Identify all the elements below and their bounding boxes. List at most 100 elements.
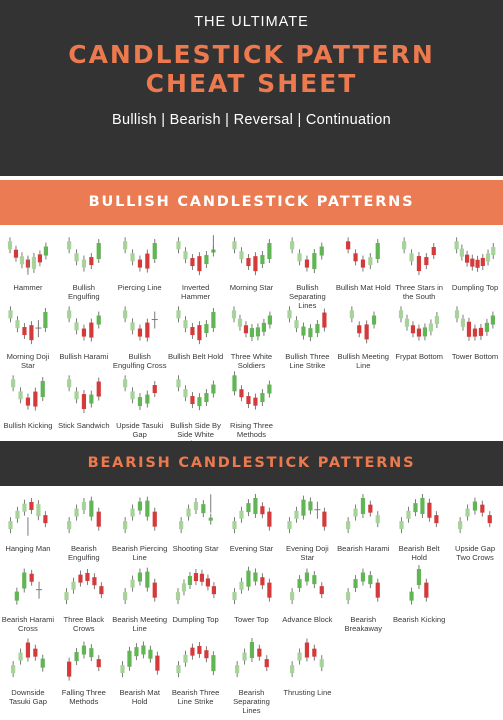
pattern-label: Bullish Belt Hold [167,352,224,361]
candle-body [145,500,150,517]
candle-body [176,379,181,388]
candle-body [305,259,310,268]
pattern-label: Bullish Harami [59,352,109,361]
candle-body [96,243,101,260]
candle-body [241,652,247,661]
pattern-label: Bullish Meeting Line [337,352,390,370]
candle-body [74,322,79,331]
candle-body [417,569,422,586]
candle-body [472,328,478,337]
candle-body [210,312,216,329]
candle-body [346,241,351,250]
candle-body [203,255,209,265]
candle-body [249,642,254,659]
pattern-label: Three White Soldiers [230,352,273,370]
candle-body [176,665,181,674]
pattern-label: Bearish Mat Hold [119,688,160,706]
candle-body [130,322,135,331]
candle-body [297,579,303,589]
pattern-candles-icon [287,306,327,342]
candle-body [25,397,31,406]
candle-body [89,500,94,517]
pattern-candles-icon [66,306,101,342]
candle-body [145,253,150,269]
candle-body [29,325,34,341]
candle-body [353,579,358,589]
pattern-candles-icon [122,496,157,534]
pattern-label: Advance Block [282,615,333,624]
pattern-candles-icon [122,375,157,411]
pattern-candles-icon [8,497,48,536]
pattern-candles-icon [399,306,440,341]
candle-body [465,254,470,263]
candle-body [11,379,16,388]
candle-body [36,504,41,517]
pattern-candles-icon [178,494,213,534]
candle-body [266,511,272,527]
candle-body [431,247,437,256]
candle-body [405,318,410,327]
candle-body [255,327,260,337]
candle-body [13,249,19,258]
pattern-candles-icon [399,493,439,534]
pattern-candles-icon [176,641,216,678]
candle-body [141,645,146,655]
bullish-patterns-grid: Hammer Bullish Engulfing Piercing Line Inve… [0,225,503,448]
candle-body [208,517,213,521]
pattern-label: Morning Star [229,283,274,292]
candle-body [183,654,188,663]
candle-body [470,258,475,267]
pattern-candles-icon [176,306,216,345]
pattern-label: Bullish Kicking [3,421,53,430]
candle-body [308,328,313,338]
pattern-candles-icon [234,638,269,678]
candle-body [297,253,303,262]
pattern-candles-icon [346,494,381,534]
candle-body [480,504,485,513]
pattern-label: Thrusting Line [283,688,332,697]
pattern-label: Three Stars in the South [395,283,443,301]
candle-body [81,394,86,410]
candle-body [8,521,13,530]
candle-body [417,328,422,337]
candle-body [417,256,422,272]
candle-body [231,592,237,601]
candle-body [15,510,20,519]
candle-body [200,504,206,514]
candle-body [234,665,239,674]
candle-body [320,246,325,256]
candle-body [472,501,478,511]
header-banner: THE ULTIMATE CANDLESTICK PATTERN CHEAT S… [0,0,503,176]
candle-body [480,257,486,266]
title-line-1: CANDLESTICK PATTERN [68,40,435,69]
candle-body [364,324,370,340]
candle-body [145,322,150,338]
candle-body [210,384,216,394]
candle-body [96,381,101,397]
subtitle: Bullish | Bearish | Reversal | Continuat… [112,112,391,128]
title-line-2: CHEAT SHEET [145,69,358,98]
pattern-label: Bearish Harami [337,544,390,553]
candle-body [266,243,272,260]
candle-body [375,243,381,260]
candle-body [357,325,362,334]
candle-body [466,321,472,337]
pattern-label: Bullish Engulfing Cross [112,352,167,370]
candle-body [137,501,142,511]
candle-body [454,241,459,250]
candle-body [187,575,192,585]
candle-body [81,259,86,268]
candle-body [89,394,94,404]
candle-body [305,572,310,582]
candle-body [478,327,484,336]
candle-body [211,586,216,595]
candle-body [66,521,72,530]
candle-body [238,510,244,519]
candle-body [81,502,86,511]
candle-body [266,582,272,598]
candle-body [320,586,325,595]
candle-body [14,591,19,601]
pattern-label: Bearish Engulfing [67,544,100,562]
pattern-label: Upside Gap Two Crows [454,544,496,562]
candle-body [297,652,303,661]
